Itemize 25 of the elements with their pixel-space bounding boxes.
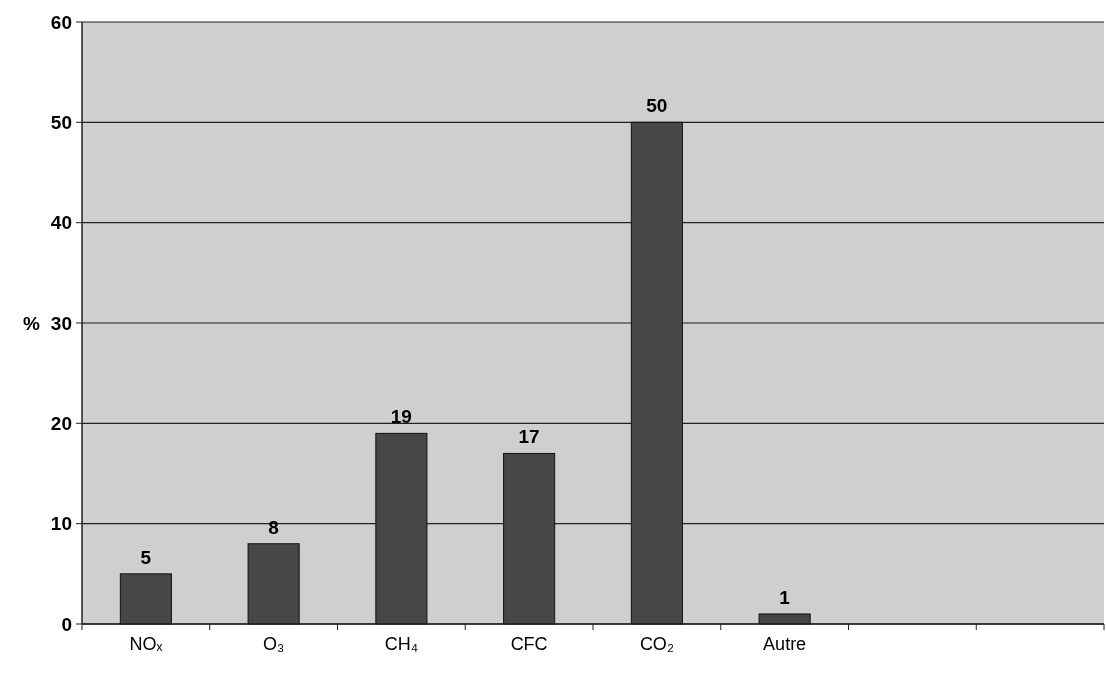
y-axis-title: % bbox=[23, 312, 41, 334]
y-tick-label: 60 bbox=[50, 11, 72, 33]
data-label: 5 bbox=[140, 546, 152, 568]
bar bbox=[119, 573, 172, 625]
data-label: 17 bbox=[518, 426, 540, 448]
y-tick-label: 10 bbox=[50, 513, 72, 535]
y-tick-label: 40 bbox=[50, 212, 72, 234]
x-tick-label: CO₂ bbox=[639, 634, 674, 654]
bar bbox=[758, 613, 811, 625]
x-tick-label: Autre bbox=[763, 634, 807, 654]
bar bbox=[375, 432, 428, 625]
data-label: 50 bbox=[646, 95, 668, 117]
x-tick-label: O₃ bbox=[262, 634, 285, 654]
bar bbox=[503, 452, 556, 625]
data-label: 19 bbox=[390, 406, 412, 428]
x-tick-label: CH₄ bbox=[384, 634, 419, 654]
y-tick-label: 50 bbox=[50, 111, 72, 133]
bar bbox=[247, 543, 300, 625]
x-tick-label: NOₓ bbox=[129, 634, 163, 654]
y-tick-label: 0 bbox=[61, 613, 72, 635]
y-tick-label: 30 bbox=[50, 312, 72, 334]
data-label: 1 bbox=[779, 586, 791, 608]
bar bbox=[630, 121, 683, 625]
x-tick-label: CFC bbox=[510, 634, 548, 654]
y-tick-label: 20 bbox=[50, 412, 72, 434]
